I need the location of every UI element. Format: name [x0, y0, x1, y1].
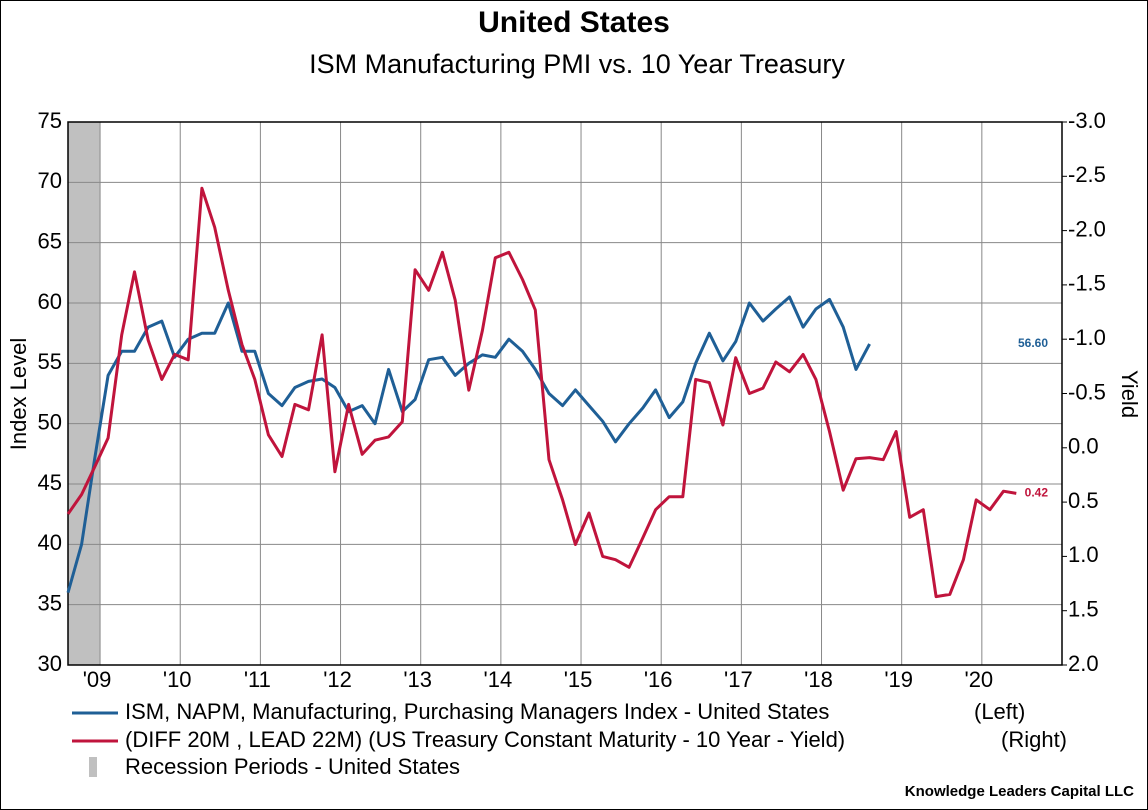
x-tick-label: '16: [644, 667, 673, 692]
y-tick-label: 75: [38, 108, 62, 133]
legend-side: (Left): [974, 699, 1025, 724]
x-tick-label: '10: [163, 667, 192, 692]
end-label: 0.42: [1025, 486, 1049, 500]
y2-tick-label: 1.0: [1068, 542, 1099, 567]
y-tick-label: 70: [38, 168, 62, 193]
x-tick-label: '17: [724, 667, 753, 692]
y-tick-label: 45: [38, 470, 62, 495]
legend-label: Recession Periods - United States: [125, 754, 460, 779]
chart-subtitle: ISM Manufacturing PMI vs. 10 Year Treasu…: [309, 49, 845, 79]
y2-tick-label: -2.5: [1068, 162, 1106, 187]
y2-tick-label: 0.0: [1068, 434, 1099, 459]
x-tick-label: '11: [244, 667, 271, 692]
source: Knowledge Leaders Capital LLC: [905, 783, 1134, 800]
legend-side: (Right): [1001, 727, 1067, 752]
x-tick-label: '15: [564, 667, 593, 692]
y2-tick-label: -0.5: [1068, 379, 1106, 404]
y2-tick-label: 2.0: [1068, 651, 1099, 676]
series-line: [66, 186, 1017, 599]
legend-label: ISM, NAPM, Manufacturing, Purchasing Man…: [125, 699, 829, 724]
y-tick-label: 65: [38, 228, 62, 253]
x-tick-label: '09: [83, 667, 112, 692]
end-label: 56.60: [1018, 336, 1048, 350]
legend-label: (DIFF 20M , LEAD 22M) (US Treasury Const…: [125, 727, 845, 752]
y2-axis-title: Yield: [1117, 370, 1142, 418]
y-tick-label: 35: [38, 590, 62, 615]
y-tick-label: 40: [38, 530, 62, 555]
series-line: [66, 295, 871, 594]
y-axis-title: Index Level: [6, 338, 31, 451]
y2-tick-label: 1.5: [1068, 597, 1099, 622]
recession-band: [68, 122, 101, 665]
y-tick-label: 30: [38, 651, 62, 676]
x-tick-label: '18: [804, 667, 833, 692]
y2-tick-label: 0.5: [1068, 488, 1099, 513]
x-tick-label: '13: [403, 667, 432, 692]
x-tick-label: '12: [323, 667, 352, 692]
y-tick-label: 55: [38, 349, 62, 374]
legend-swatch: [89, 757, 97, 777]
y2-tick-label: -3.0: [1068, 108, 1106, 133]
y2-tick-label: -2.0: [1068, 216, 1106, 241]
y2-tick-label: -1.5: [1068, 271, 1106, 296]
y-tick-label: 60: [38, 289, 62, 314]
chart-title: United States: [478, 6, 670, 39]
plot-frame: [67, 121, 1063, 666]
y-tick-label: 50: [38, 409, 62, 434]
x-tick-label: '20: [965, 667, 994, 692]
x-tick-label: '19: [884, 667, 913, 692]
y2-tick-label: -1.0: [1068, 325, 1106, 350]
x-tick-label: '14: [484, 667, 513, 692]
